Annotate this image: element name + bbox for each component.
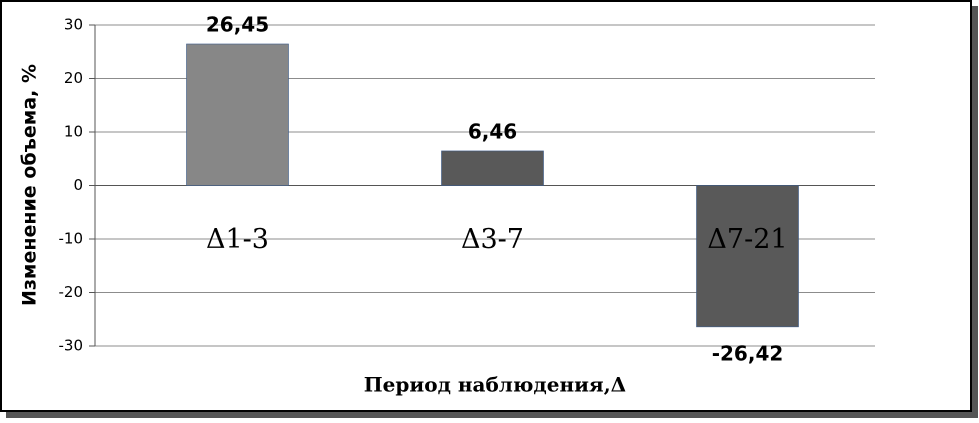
value-label: 6,46 [468, 119, 517, 143]
x-tick-label: Δ3-7 [461, 224, 524, 255]
y-tick-label: 10 [64, 123, 83, 141]
y-tick-label: 0 [73, 176, 83, 194]
bar [186, 43, 289, 186]
value-label: -26,42 [712, 341, 784, 365]
y-tick-label: -10 [59, 230, 84, 248]
shadow [972, 6, 978, 416]
bar [441, 150, 544, 186]
y-tick-label: 20 [64, 69, 83, 87]
x-tick-label: Δ1-3 [206, 224, 269, 255]
x-axis-title: Период наблюдения,Δ [364, 373, 626, 397]
y-tick-label: -20 [59, 283, 84, 301]
y-tick-label: -30 [59, 337, 84, 355]
shadow [6, 412, 978, 418]
bar [696, 185, 799, 328]
y-axis-title: Изменение объема, % [19, 64, 41, 306]
y-tick-label: 30 [64, 16, 83, 34]
chart-border [0, 0, 972, 412]
x-tick-label: Δ7-21 [707, 224, 787, 255]
value-label: 26,45 [206, 12, 269, 36]
